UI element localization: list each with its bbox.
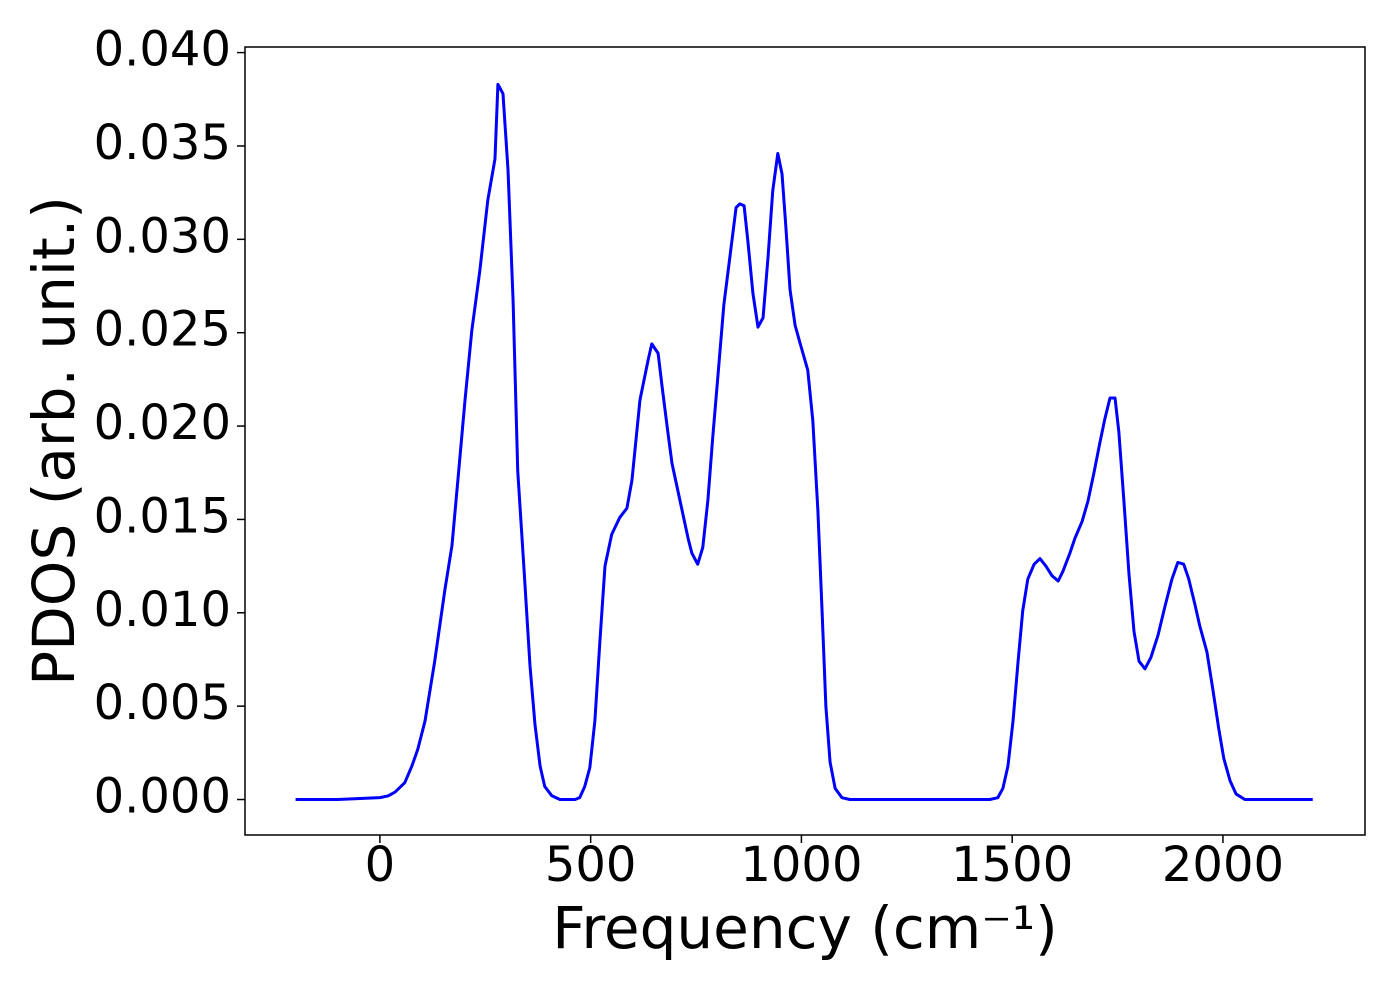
y-tick-label: 0.005 (94, 675, 231, 731)
y-tick-label: 0.020 (94, 395, 231, 451)
x-axis-label: Frequency (cm⁻¹) (552, 894, 1058, 962)
x-tick-label: 2000 (1162, 837, 1284, 893)
x-tick-label: 1500 (951, 837, 1073, 893)
x-tick-label: 0 (365, 837, 396, 893)
y-tick-label: 0.040 (94, 22, 231, 78)
y-tick-label: 0.035 (94, 115, 231, 171)
x-tick-label: 500 (545, 837, 637, 893)
y-tick-label: 0.015 (94, 488, 231, 544)
y-axis-label: PDOS (arb. unit.) (20, 196, 88, 686)
y-tick-label: 0.025 (94, 302, 231, 358)
plot-frame (244, 46, 1366, 836)
x-tick-label: 1000 (740, 837, 862, 893)
y-tick-label: 0.030 (94, 208, 231, 264)
y-tick-label: 0.000 (94, 769, 231, 825)
y-tick-label: 0.010 (94, 582, 231, 638)
data-line (295, 82, 1313, 802)
